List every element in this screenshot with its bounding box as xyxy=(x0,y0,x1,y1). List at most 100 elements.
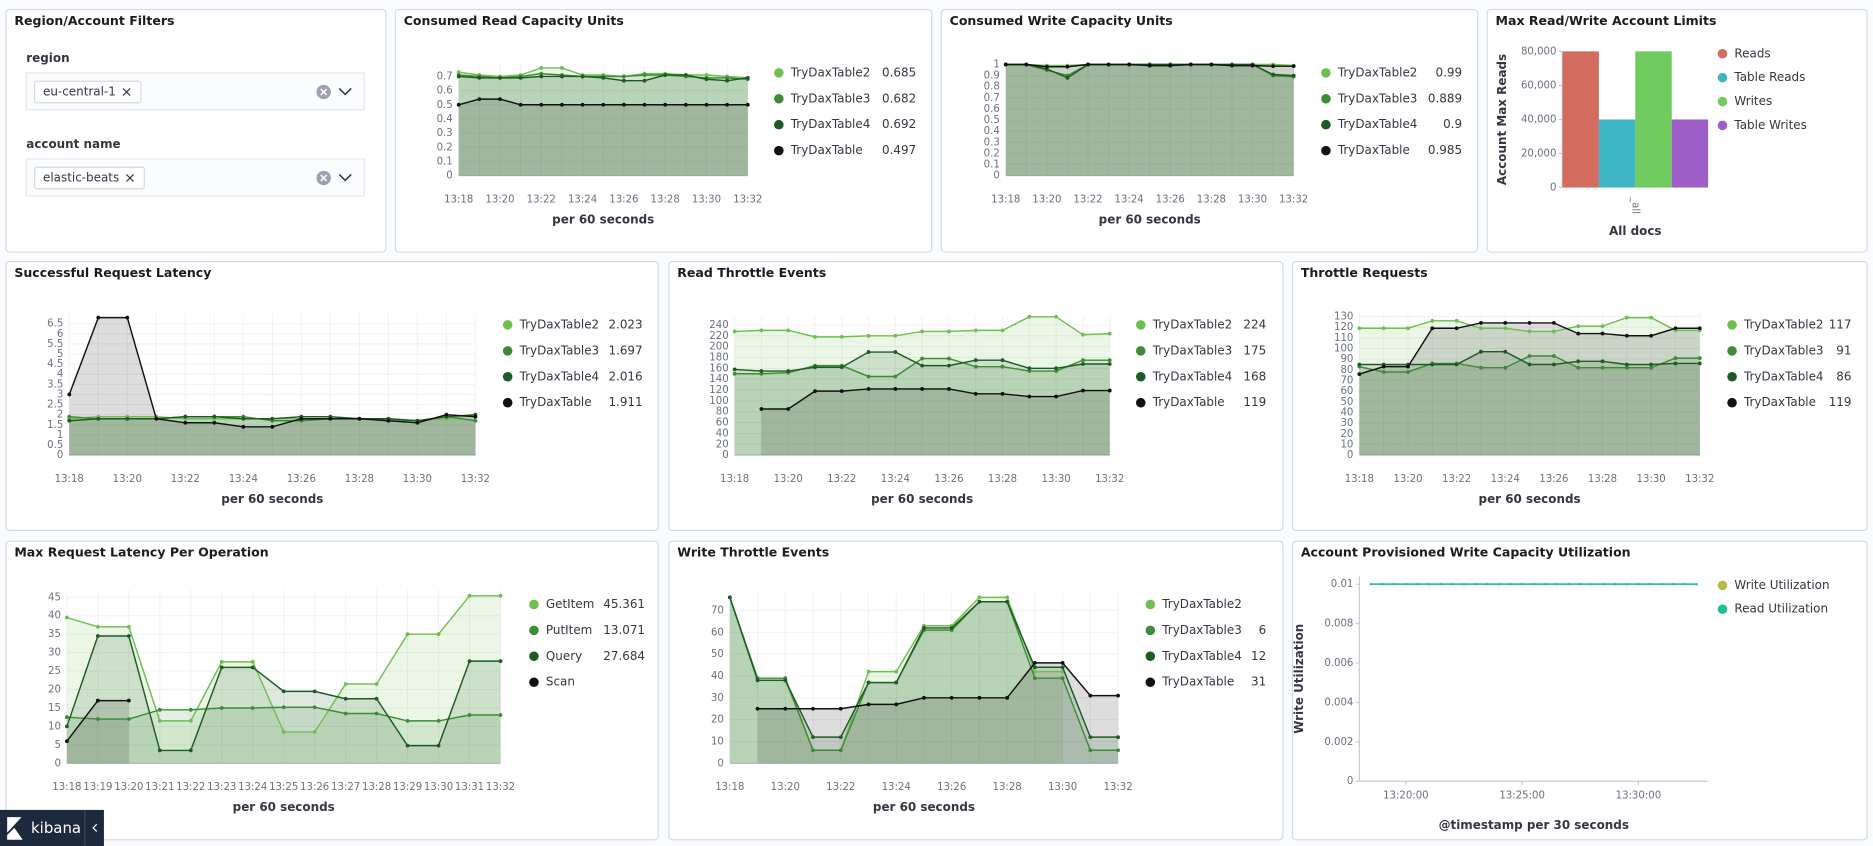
x-tick-label: 13:32 xyxy=(461,474,490,485)
legend-dot[interactable] xyxy=(1321,68,1331,78)
legend-label[interactable]: TryDaxTable xyxy=(1152,395,1225,409)
combo-box[interactable] xyxy=(25,158,365,197)
legend-dot[interactable] xyxy=(1717,580,1728,591)
point xyxy=(922,626,926,630)
legend-dot[interactable] xyxy=(1717,48,1728,59)
legend-label[interactable]: TryDaxTable4 xyxy=(1152,369,1233,383)
legend-label[interactable]: TryDaxTable xyxy=(790,143,863,157)
legend-dot[interactable] xyxy=(1135,346,1146,356)
legend-label[interactable]: Writes xyxy=(1734,94,1772,108)
legend-label[interactable]: GetItem xyxy=(546,597,594,611)
legend-dot[interactable] xyxy=(502,397,513,408)
legend-label[interactable]: Read Utilization xyxy=(1734,602,1828,616)
area xyxy=(69,317,476,456)
legend-dot[interactable] xyxy=(502,320,513,330)
legend-label[interactable]: TryDaxTable3 xyxy=(1161,623,1242,637)
legend-label[interactable]: Table Writes xyxy=(1733,118,1806,132)
y-tick-label: 0 xyxy=(1550,183,1556,194)
legend-label[interactable]: TryDaxTable4 xyxy=(790,117,871,131)
point xyxy=(386,418,391,423)
legend-label[interactable]: TryDaxTable3 xyxy=(1152,343,1233,357)
legend-label[interactable]: TryDaxTable3 xyxy=(519,343,600,357)
legend-dot[interactable] xyxy=(1321,119,1331,130)
y-tick-label: 3 xyxy=(57,389,63,400)
legend-dot[interactable] xyxy=(1321,145,1331,156)
legend-label[interactable]: TryDaxTable3 xyxy=(790,91,871,105)
collapse-arrow[interactable] xyxy=(92,823,98,832)
legend-label[interactable]: TryDaxTable3 xyxy=(1337,91,1418,105)
point xyxy=(973,364,978,369)
chip-remove[interactable] xyxy=(125,173,134,182)
legend-dot[interactable] xyxy=(1727,371,1737,382)
legend-label[interactable]: TryDaxTable4 xyxy=(1161,649,1242,663)
legend-label[interactable]: TryDaxTable xyxy=(519,395,592,409)
point xyxy=(1637,582,1640,586)
legend-dot[interactable] xyxy=(1717,120,1728,131)
legend-label[interactable]: TryDaxTable xyxy=(1337,143,1410,157)
legend-label[interactable]: TryDaxTable2 xyxy=(519,317,600,331)
point xyxy=(188,718,193,723)
x-tick-label: 13:27 xyxy=(331,782,360,793)
selected-chip[interactable] xyxy=(34,166,145,190)
bar xyxy=(1562,51,1599,188)
selected-chip[interactable] xyxy=(34,80,142,104)
legend-dot[interactable] xyxy=(774,94,784,104)
legend-label[interactable]: TryDaxTable2 xyxy=(1743,317,1824,331)
legend-dot[interactable] xyxy=(1321,94,1331,104)
legend-dot[interactable] xyxy=(774,119,784,130)
point xyxy=(1024,62,1029,67)
legend-label[interactable]: Write Utilization xyxy=(1734,578,1829,592)
legend-dot[interactable] xyxy=(1135,397,1146,408)
legend-label[interactable]: Reads xyxy=(1734,46,1770,60)
point xyxy=(1416,582,1419,586)
selected-chip-text: eu-central-1 xyxy=(43,84,116,98)
legend-label[interactable]: TryDaxTable4 xyxy=(519,369,600,383)
legend-label[interactable]: TryDaxTable2 xyxy=(1152,317,1233,331)
legend-dot[interactable] xyxy=(1727,346,1737,356)
point xyxy=(1576,324,1581,329)
area xyxy=(1359,355,1700,456)
legend-dot[interactable] xyxy=(529,677,539,688)
legend-label[interactable]: Table Reads xyxy=(1733,70,1805,84)
legend-dot[interactable] xyxy=(774,145,784,156)
y-tick-label: 35 xyxy=(48,629,61,640)
legend-label[interactable]: Query xyxy=(546,649,582,663)
legend-dot[interactable] xyxy=(1145,651,1156,662)
legend-dot[interactable] xyxy=(1135,320,1146,330)
legend-label[interactable]: TryDaxTable xyxy=(1161,675,1234,689)
legend-dot[interactable] xyxy=(1727,397,1737,408)
x-tick-label: 13:18 xyxy=(55,474,84,485)
point xyxy=(1060,660,1065,665)
legend-label[interactable]: TryDaxTable4 xyxy=(1337,117,1418,131)
legend-dot[interactable] xyxy=(1145,677,1156,688)
legend-dot[interactable] xyxy=(502,346,513,356)
legend-dot[interactable] xyxy=(1145,625,1156,636)
legend-dot[interactable] xyxy=(1717,72,1728,83)
legend-label[interactable]: TryDaxTable2 xyxy=(790,65,871,79)
legend-label[interactable]: TryDaxTable2 xyxy=(1161,597,1242,611)
y-tick-label: 100 xyxy=(1334,344,1353,355)
legend-dot[interactable] xyxy=(529,651,539,662)
legend-dot[interactable] xyxy=(502,371,513,382)
legend-label[interactable]: TryDaxTable xyxy=(1743,395,1816,409)
legend-dot[interactable] xyxy=(529,599,539,610)
dropdown-arrow[interactable] xyxy=(338,87,352,96)
legend-dot[interactable] xyxy=(1135,371,1146,382)
y-tick-label: 20 xyxy=(48,685,61,696)
legend-dot[interactable] xyxy=(1717,604,1728,615)
chip-remove[interactable] xyxy=(122,87,131,96)
legend-dot[interactable] xyxy=(529,625,539,636)
y-tick-label: 3.5 xyxy=(47,379,63,390)
legend-dot[interactable] xyxy=(1727,320,1737,330)
dropdown-arrow[interactable] xyxy=(338,173,352,182)
legend-dot[interactable] xyxy=(1145,599,1156,610)
legend-label[interactable]: TryDaxTable3 xyxy=(1743,343,1824,357)
point xyxy=(539,74,544,79)
legend-label[interactable]: PutItem xyxy=(546,623,592,637)
legend-label[interactable]: TryDaxTable4 xyxy=(1743,369,1824,383)
legend-dot[interactable] xyxy=(774,68,784,78)
legend-label[interactable]: Scan xyxy=(546,675,575,689)
legend-label[interactable]: TryDaxTable2 xyxy=(1337,65,1418,79)
app-badge[interactable] xyxy=(0,809,104,846)
legend-dot[interactable] xyxy=(1717,96,1728,107)
